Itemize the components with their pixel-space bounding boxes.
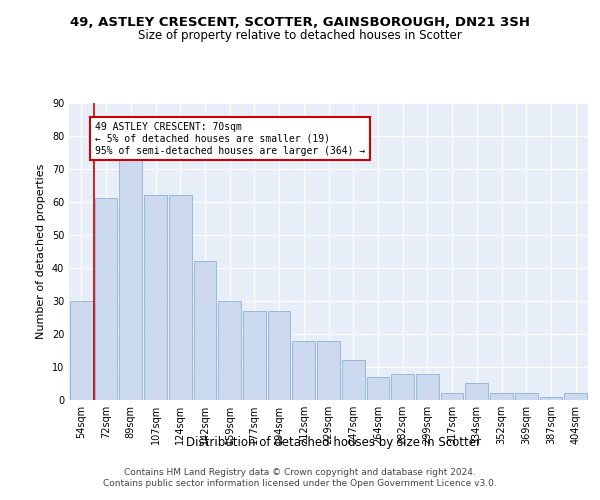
Bar — [416, 374, 439, 400]
Bar — [70, 301, 93, 400]
Bar — [391, 374, 414, 400]
Bar — [539, 396, 562, 400]
Text: Contains HM Land Registry data © Crown copyright and database right 2024.: Contains HM Land Registry data © Crown c… — [124, 468, 476, 477]
Bar — [515, 394, 538, 400]
Bar — [342, 360, 365, 400]
Bar — [194, 261, 216, 400]
Bar — [292, 340, 315, 400]
Y-axis label: Number of detached properties: Number of detached properties — [36, 164, 46, 339]
Text: 49, ASTLEY CRESCENT, SCOTTER, GAINSBOROUGH, DN21 3SH: 49, ASTLEY CRESCENT, SCOTTER, GAINSBOROU… — [70, 16, 530, 29]
Text: Size of property relative to detached houses in Scotter: Size of property relative to detached ho… — [138, 30, 462, 43]
Bar — [367, 377, 389, 400]
Bar — [119, 149, 142, 400]
Text: Distribution of detached houses by size in Scotter: Distribution of detached houses by size … — [185, 436, 481, 449]
Bar — [218, 301, 241, 400]
Bar — [441, 394, 463, 400]
Bar — [268, 310, 290, 400]
Bar — [564, 394, 587, 400]
Bar — [169, 195, 191, 400]
Text: Contains public sector information licensed under the Open Government Licence v3: Contains public sector information licen… — [103, 480, 497, 488]
Bar — [317, 340, 340, 400]
Bar — [466, 384, 488, 400]
Bar — [144, 195, 167, 400]
Text: 49 ASTLEY CRESCENT: 70sqm
← 5% of detached houses are smaller (19)
95% of semi-d: 49 ASTLEY CRESCENT: 70sqm ← 5% of detach… — [95, 122, 365, 156]
Bar — [243, 310, 266, 400]
Bar — [490, 394, 513, 400]
Bar — [95, 198, 118, 400]
